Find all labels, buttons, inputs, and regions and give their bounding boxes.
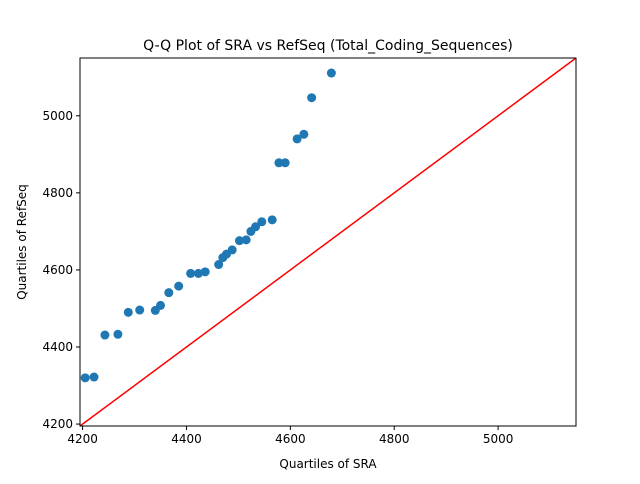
data-point	[113, 329, 123, 339]
y-tick-label: 4600	[42, 263, 73, 277]
x-axis-label: Quartiles of SRA	[279, 457, 377, 471]
data-point	[200, 267, 210, 277]
data-point	[274, 158, 284, 168]
y-axis-ticks: 4200 4400 4600 4800 5000	[42, 109, 80, 431]
x-tick-label: 4800	[379, 432, 410, 446]
data-point	[89, 372, 99, 382]
data-point	[299, 129, 309, 139]
y-tick-label: 4400	[42, 340, 73, 354]
data-point	[186, 268, 196, 278]
y-tick-label: 4200	[42, 417, 73, 431]
x-tick-label: 5000	[483, 432, 514, 446]
data-point	[164, 288, 174, 298]
data-point	[135, 305, 145, 315]
chart-title: Q-Q Plot of SRA vs RefSeq (Total_Coding_…	[143, 38, 513, 54]
data-point	[326, 68, 336, 78]
plot-area	[79, 57, 577, 427]
data-point	[280, 158, 290, 168]
axes-frame	[79, 57, 577, 427]
data-point	[257, 217, 267, 227]
reference-line	[79, 57, 577, 427]
data-point	[214, 260, 224, 270]
x-tick-label: 4400	[171, 432, 202, 446]
y-axis-label: Quartiles of RefSeq	[15, 184, 29, 300]
data-point	[251, 222, 261, 232]
data-point	[234, 236, 244, 246]
y-tick-label: 4800	[42, 186, 73, 200]
points-layer	[80, 68, 336, 383]
y-tick-label: 5000	[42, 109, 73, 123]
data-point	[193, 268, 203, 278]
data-point	[156, 300, 165, 310]
data-point	[174, 281, 184, 291]
data-point	[80, 373, 90, 383]
x-axis-ticks: 4200 4400 4600 4800 5000	[67, 426, 513, 446]
data-point	[100, 330, 110, 340]
x-tick-label: 4200	[67, 432, 98, 446]
data-point	[227, 245, 237, 255]
data-point	[292, 134, 302, 144]
x-tick-label: 4600	[275, 432, 306, 446]
data-point	[241, 235, 251, 245]
data-point	[267, 215, 277, 225]
data-point	[123, 307, 133, 317]
data-point	[307, 93, 317, 103]
